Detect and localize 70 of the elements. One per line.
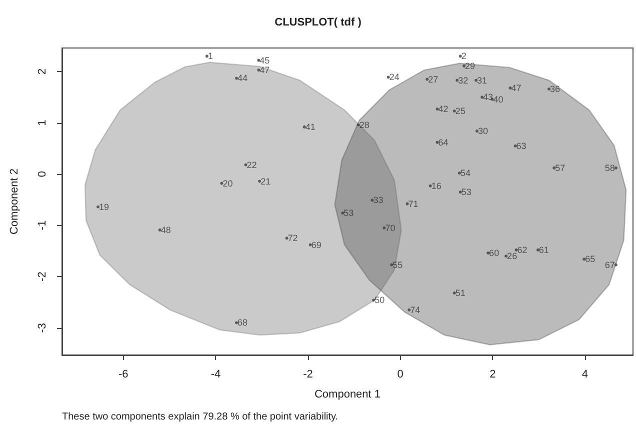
- annotation: 31: [477, 75, 488, 86]
- annotation: 16: [431, 180, 442, 191]
- point: [458, 172, 461, 175]
- annotation: 53: [461, 187, 472, 198]
- x-tick-label: 0: [397, 368, 404, 380]
- text: These two components explain 79.28 % of the point variability.: [62, 412, 338, 422]
- annotation: 55: [392, 260, 403, 270]
- annotation: 1: [208, 51, 213, 62]
- annotation: 30: [478, 126, 488, 136]
- annotation: 51: [455, 288, 466, 298]
- annotation: 47: [260, 65, 270, 76]
- point: [475, 130, 478, 133]
- x-axis-title: Component 1: [314, 388, 381, 400]
- annotation: 29: [465, 60, 476, 71]
- point: [205, 54, 208, 58]
- annotation: 26: [507, 251, 518, 262]
- y-tick-label: -1: [36, 220, 48, 230]
- annotation: 19: [99, 202, 110, 212]
- annotation: 57: [555, 162, 566, 173]
- annotation: 74: [410, 304, 420, 315]
- annotation: 54: [460, 168, 470, 178]
- y-tick-label: 2: [36, 68, 48, 75]
- y-tick-label: -2: [36, 272, 48, 282]
- annotation: 69: [311, 240, 322, 250]
- annotation: 43: [483, 92, 494, 102]
- x-tick-label: -4: [210, 368, 221, 380]
- annotation: 21: [260, 176, 271, 186]
- annotation: 48: [160, 224, 171, 235]
- y-tick-label: -3: [36, 322, 48, 333]
- annotation: 50: [374, 295, 385, 306]
- y-tick-label: 0: [36, 171, 48, 178]
- annotation: 58: [604, 162, 615, 173]
- annotation: 71: [408, 198, 418, 209]
- y-tick-label: 1: [36, 120, 48, 126]
- x-tick-label: -2: [303, 368, 313, 380]
- annotation: 40: [493, 94, 504, 104]
- annotation: 24: [389, 72, 400, 82]
- annotation: 20: [222, 178, 233, 188]
- y-axis-title: Component 2: [8, 168, 20, 235]
- annotation: 42: [438, 104, 448, 114]
- x-tick-label: -6: [118, 368, 128, 380]
- x-tick-label: 4: [582, 368, 588, 380]
- annotation: 60: [489, 248, 500, 258]
- point: [234, 321, 238, 324]
- annotation: 65: [585, 254, 596, 264]
- annotation: 67: [604, 260, 615, 270]
- annotation: 27: [428, 74, 438, 84]
- annotation: 25: [455, 106, 466, 116]
- annotation: 64: [438, 137, 448, 148]
- annotation: 70: [385, 222, 396, 233]
- annotation: 44: [237, 73, 248, 84]
- annotation: 22: [246, 160, 257, 170]
- point: [547, 88, 550, 90]
- chart-title: CLUSPLOT( tdf ): [274, 16, 362, 28]
- annotation: 47: [511, 82, 522, 93]
- x-tick-label: 2: [490, 368, 496, 380]
- annotation: 45: [260, 55, 270, 66]
- annotation: 63: [516, 140, 526, 151]
- annotation: 32: [458, 75, 468, 86]
- annotation: 68: [237, 318, 248, 328]
- annotation: 61: [538, 244, 549, 255]
- annotation: 33: [373, 195, 384, 206]
- annotation: 36: [550, 84, 560, 94]
- annotation: 2: [461, 51, 466, 62]
- annotation: 53: [344, 208, 354, 218]
- annotation: 72: [288, 233, 298, 244]
- annotation: 62: [517, 244, 528, 255]
- point: [428, 184, 432, 188]
- annotation: 41: [305, 122, 316, 132]
- annotation: 28: [359, 120, 370, 130]
